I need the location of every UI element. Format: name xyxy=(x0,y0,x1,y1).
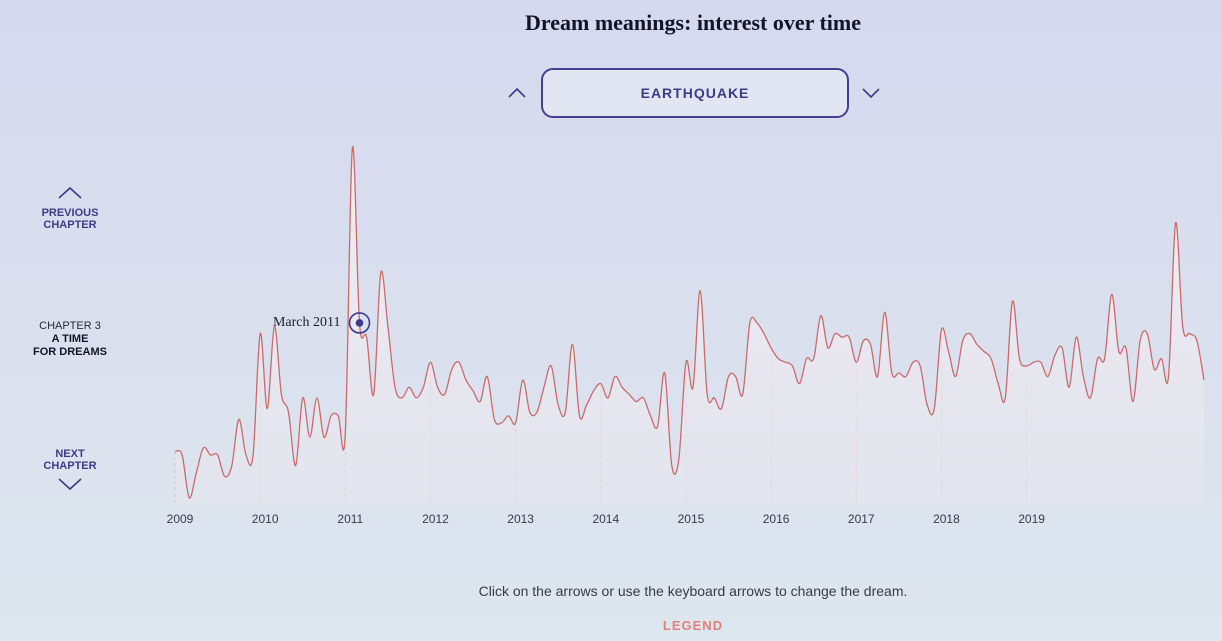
next-chapter-button[interactable]: NEXT CHAPTER xyxy=(0,448,140,492)
previous-chapter-label-2: CHAPTER xyxy=(43,219,97,231)
peak-marker-dot xyxy=(355,319,364,327)
x-tick-label-2015: 2015 xyxy=(678,512,705,526)
x-tick-label-2014: 2014 xyxy=(592,512,619,526)
chapter-info: CHAPTER 3 A TIME FOR DREAMS xyxy=(0,320,140,359)
x-tick-label-2017: 2017 xyxy=(848,512,875,526)
dream-selector[interactable]: EARTHQUAKE xyxy=(541,68,849,118)
x-tick-label-2012: 2012 xyxy=(422,512,449,526)
peak-marker-ring[interactable] xyxy=(348,312,371,334)
chapter-name-2: FOR DREAMS xyxy=(33,346,107,358)
x-tick-label-2011: 2011 xyxy=(337,512,363,526)
interest-line xyxy=(174,145,1205,499)
chevron-down-icon xyxy=(862,88,880,99)
chevron-down-icon xyxy=(58,478,82,491)
page-title: Dream meanings: interest over time xyxy=(524,10,862,35)
peak-annotation: March 2011 xyxy=(273,312,371,334)
chapter-name-1: A TIME xyxy=(51,333,89,345)
x-tick-label-2010: 2010 xyxy=(252,512,279,526)
x-tick-label-2009: 2009 xyxy=(167,512,194,526)
x-tick-label-2019: 2019 xyxy=(1018,512,1045,526)
previous-dream-button[interactable] xyxy=(506,85,528,106)
legend-button[interactable]: LEGEND xyxy=(662,618,724,633)
dream-selector-label: EARTHQUAKE xyxy=(640,85,750,101)
x-tick-label-2018: 2018 xyxy=(933,512,960,526)
next-chapter-label-1: NEXT xyxy=(55,448,85,460)
peak-label: March 2011 xyxy=(273,315,341,330)
next-dream-button[interactable] xyxy=(860,85,882,106)
previous-chapter-label-1: PREVIOUS xyxy=(41,207,99,219)
instructions-text: Click on the arrows or use the keyboard … xyxy=(478,583,908,599)
next-chapter-label-2: CHAPTER xyxy=(43,460,97,472)
chapter-number: CHAPTER 3 xyxy=(39,320,101,332)
previous-chapter-button[interactable]: PREVIOUS CHAPTER xyxy=(0,185,140,231)
chevron-up-icon xyxy=(508,87,526,98)
interest-area xyxy=(175,146,1204,506)
chevron-up-icon xyxy=(58,186,82,199)
x-tick-label-2016: 2016 xyxy=(763,512,790,526)
x-tick-label-2013: 2013 xyxy=(507,512,534,526)
